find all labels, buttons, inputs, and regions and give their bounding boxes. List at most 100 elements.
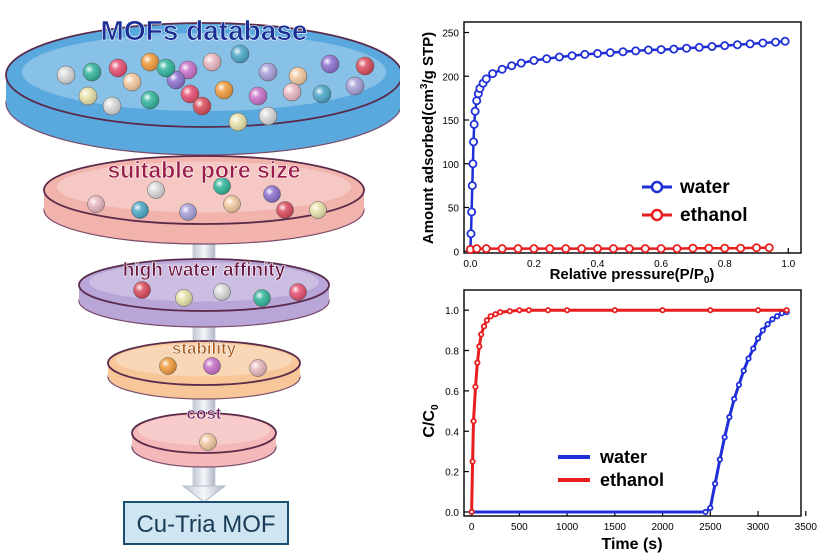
mof-sphere-shine <box>346 77 364 95</box>
data-point-ethanol <box>476 343 483 350</box>
x-tick-label: 2000 <box>651 522 674 533</box>
data-point-ethanol <box>561 244 571 254</box>
data-point-water <box>735 381 743 388</box>
data-point-ethanol <box>764 243 774 253</box>
data-point-water <box>726 414 733 421</box>
data-point-water <box>470 106 480 116</box>
data-point-ethanol <box>513 244 523 254</box>
data-point-ethanol <box>754 307 762 314</box>
x-tick-label: 2500 <box>699 522 722 533</box>
data-point-ethanol <box>470 418 477 425</box>
mof-sphere-shine <box>109 59 127 77</box>
data-point-water <box>707 42 717 52</box>
data-point-water <box>669 44 679 54</box>
data-point-ethanol <box>611 307 618 314</box>
mof-sphere-shine <box>213 283 231 301</box>
mof-sphere-shine <box>57 66 75 84</box>
mof-sphere-shine <box>157 59 175 77</box>
data-point-water <box>771 37 781 47</box>
x-axis-label: Time (s) <box>601 536 662 553</box>
mof-sphere-shine <box>276 201 294 219</box>
data-point-water <box>466 229 476 239</box>
x-tick-label: 3000 <box>747 522 770 533</box>
y-axis-label: C/C0 <box>421 404 441 438</box>
mof-sphere-shine <box>259 63 277 81</box>
stage-label: high water affinity <box>123 260 286 281</box>
data-point-water <box>720 41 730 51</box>
mof-sphere-shine <box>181 85 199 103</box>
data-point-water <box>764 321 771 328</box>
data-point-ethanol <box>529 244 539 254</box>
mof-sphere-shine <box>231 45 249 63</box>
plot-frame <box>463 21 802 254</box>
data-point-ethanol <box>736 243 746 253</box>
y-tick-label: 1.0 <box>445 306 459 317</box>
mof-sphere-shine <box>203 357 221 375</box>
data-point-ethanol <box>497 244 507 254</box>
data-point-ethanol <box>783 307 790 314</box>
data-point-water <box>472 96 482 106</box>
data-point-water <box>682 43 692 53</box>
data-point-ethanol <box>659 307 666 314</box>
x-tick-label: 1500 <box>604 522 627 533</box>
data-point-water <box>481 74 491 84</box>
legend-water-label: water <box>599 447 647 467</box>
data-point-ethanol <box>751 243 761 253</box>
mof-sphere-shine <box>249 87 267 105</box>
legend-ethanol-marker <box>650 208 664 222</box>
legend-water-label: water <box>679 177 730 198</box>
data-point-water <box>567 51 577 61</box>
y-tick-label: 0.4 <box>445 427 459 438</box>
data-point-water <box>593 49 603 59</box>
x-tick-label: 0.8 <box>718 259 732 270</box>
data-point-water <box>745 39 755 49</box>
mof-sphere-shine <box>229 113 247 131</box>
mof-sphere-shine <box>179 61 197 79</box>
data-point-water <box>488 69 498 79</box>
x-tick-label: 1.0 <box>781 259 795 270</box>
mof-sphere-shine <box>159 357 177 375</box>
mof-sphere-shine <box>263 185 281 203</box>
data-point-water <box>731 395 738 403</box>
mof-sphere-shine <box>259 107 277 125</box>
y-tick-label: 0.2 <box>445 468 459 479</box>
data-point-water <box>774 313 781 320</box>
data-point-water <box>721 434 728 441</box>
mof-sphere-shine <box>289 67 307 85</box>
data-point-water <box>467 207 477 217</box>
data-point-water <box>754 335 762 342</box>
data-point-water <box>618 47 628 57</box>
mof-sphere-shine <box>87 195 105 213</box>
y-tick-label: 150 <box>442 116 459 127</box>
legend: water ethanol <box>558 447 664 490</box>
y-axis-label: Amount adsorbed(cm3/g STP) <box>419 32 437 244</box>
y-tick-label: 0.8 <box>445 347 459 358</box>
stage-dish: high water affinity <box>78 258 330 328</box>
x-tick-label: 0.2 <box>527 259 541 270</box>
data-point-ethanol <box>487 313 494 320</box>
mof-sphere-shine <box>141 53 159 71</box>
data-point-ethanol <box>704 243 714 253</box>
stage-label: MOFs database <box>101 15 308 46</box>
mof-sphere-shine <box>179 203 197 221</box>
data-point-water <box>694 42 704 52</box>
dish-highlight <box>137 415 271 445</box>
y-tick-label: 250 <box>442 29 459 40</box>
data-point-water <box>758 38 768 48</box>
mof-sphere-shine <box>79 87 97 105</box>
y-tick-label: 0.6 <box>445 387 459 398</box>
legend-ethanol-label: ethanol <box>680 205 748 226</box>
data-point-water <box>780 36 790 46</box>
mof-sphere-shine <box>309 201 327 219</box>
data-point-water <box>469 119 479 129</box>
mof-sphere-shine <box>193 97 211 115</box>
data-point-ethanol <box>480 323 488 330</box>
data-point-ethanol <box>472 383 479 390</box>
data-point-ethanol <box>497 309 504 316</box>
data-point-ethanol <box>577 244 587 254</box>
stage-label: suitable pore size <box>107 157 300 183</box>
data-point-water <box>759 327 766 334</box>
x-tick-label: 0.0 <box>463 259 477 270</box>
data-point-water <box>711 480 719 487</box>
y-tick-label: 100 <box>442 160 459 171</box>
